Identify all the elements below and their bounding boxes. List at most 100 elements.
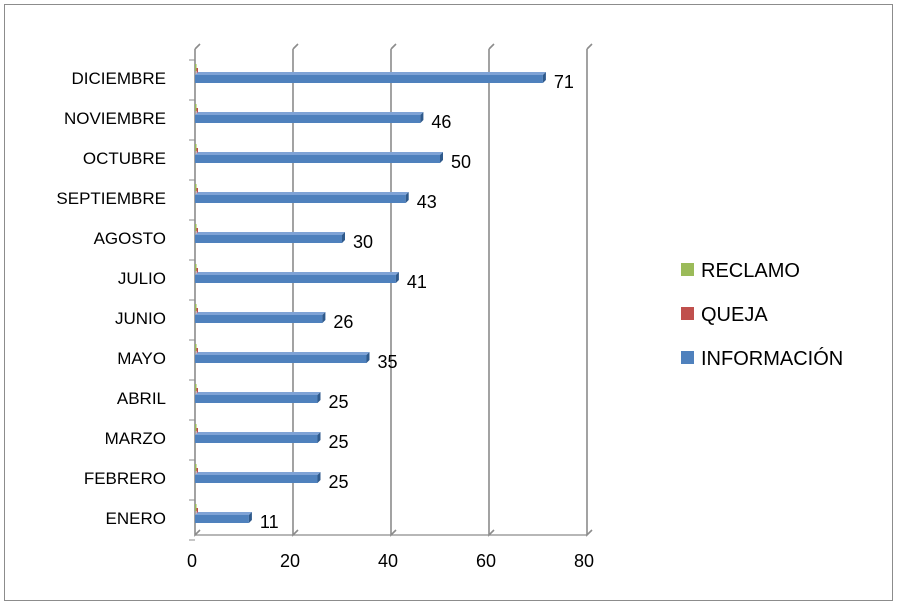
data-label: 35: [378, 352, 398, 372]
bar-queja: [196, 228, 198, 235]
bar-reclamo: [195, 504, 197, 511]
data-label: 30: [353, 232, 373, 252]
legend-swatch: [681, 263, 694, 276]
bar-queja: [196, 268, 198, 275]
category-label: MARZO: [105, 429, 166, 448]
data-label: 11: [260, 512, 279, 532]
category-label: JULIO: [118, 269, 166, 288]
bar-informacion-top: [195, 472, 321, 475]
bar-queja: [196, 468, 198, 475]
bar-reclamo: [195, 464, 197, 471]
bar-reclamo: [195, 384, 197, 391]
category-label: MAYO: [117, 349, 166, 368]
bar-queja: [196, 148, 198, 155]
legend-label: INFORMACIÓN: [701, 347, 843, 370]
category-ticks: [189, 59, 195, 541]
bar-queja: [196, 508, 198, 515]
bar-informacion: [195, 275, 396, 283]
bar-informacion-top: [195, 392, 321, 395]
category-labels: ENERO FEBRERO MARZO ABRIL MAYO JUNIO JULIO AGOS…: [56, 69, 166, 528]
category-label: AGOSTO: [94, 229, 166, 248]
bar-informacion: [195, 115, 421, 123]
bar-informacion-top: [195, 72, 546, 75]
bar-reclamo: [195, 144, 197, 151]
bars: [195, 64, 546, 523]
legend-label: RECLAMO: [701, 260, 800, 282]
bar-informacion-side: [317, 472, 321, 483]
bar-informacion-top: [195, 192, 409, 195]
bar-informacion-top: [195, 432, 321, 435]
bar-queja: [196, 428, 198, 435]
legend-label: QUEJA: [701, 304, 768, 326]
bar-informacion: [195, 75, 543, 83]
bar-informacion: [195, 515, 249, 523]
bar-queja: [196, 348, 198, 355]
bar-informacion-side: [317, 392, 321, 403]
x-tick-label: 20: [280, 551, 300, 571]
bar-informacion: [195, 395, 318, 403]
bar-informacion-side: [322, 312, 326, 323]
bar-informacion: [195, 355, 367, 363]
bar-queja: [196, 188, 198, 195]
bar-informacion: [195, 315, 323, 323]
legend-swatch: [681, 351, 694, 364]
data-label: 46: [431, 112, 451, 132]
bar-informacion: [195, 235, 342, 243]
bar-reclamo: [195, 104, 197, 111]
bar-informacion: [195, 435, 318, 443]
bar-informacion-side: [366, 352, 370, 363]
bar-informacion-side: [440, 152, 443, 163]
data-label: 25: [329, 392, 349, 412]
x-tick-label: 40: [378, 551, 398, 571]
legend-swatch: [681, 307, 694, 320]
bar-informacion-side: [248, 512, 252, 523]
category-label: OCTUBRE: [83, 149, 166, 168]
bar-informacion: [195, 475, 318, 483]
category-label: FEBRERO: [84, 469, 166, 488]
data-label: 25: [329, 432, 349, 452]
bar-informacion-side: [395, 272, 399, 283]
category-label: NOVIEMBRE: [64, 109, 166, 128]
data-label: 43: [417, 192, 437, 212]
bar-informacion-side: [420, 112, 424, 123]
bar-queja: [196, 68, 198, 75]
bar-reclamo: [195, 304, 197, 311]
category-label: ABRIL: [117, 389, 166, 408]
bar-informacion-top: [195, 352, 370, 355]
x-tick-labels: 0 20 40 60 80: [187, 551, 594, 571]
category-label: DICIEMBRE: [72, 69, 166, 88]
bar-informacion-top: [195, 512, 252, 515]
chart-border: [4, 4, 893, 601]
data-label: 25: [329, 472, 349, 492]
bar-informacion-top: [195, 112, 424, 115]
data-label: 41: [407, 272, 427, 292]
bar-queja: [196, 108, 198, 115]
bar-informacion: [195, 195, 406, 203]
bar-informacion-side: [342, 232, 345, 243]
bar-informacion-side: [542, 72, 546, 83]
category-label: ENERO: [106, 509, 166, 528]
bar-reclamo: [195, 264, 197, 271]
bar-queja: [196, 388, 198, 395]
data-label: 71: [554, 72, 574, 92]
bar-informacion-side: [405, 192, 409, 203]
bar-reclamo: [195, 184, 197, 191]
x-tick-label: 80: [574, 551, 594, 571]
bar-informacion-top: [195, 232, 345, 235]
bar-informacion-side: [317, 432, 321, 443]
category-label: JUNIO: [115, 309, 166, 328]
bar-reclamo: [195, 424, 197, 431]
x-tick-label: 0: [187, 551, 197, 571]
bar-informacion-top: [195, 272, 399, 275]
x-tick-label: 60: [476, 551, 496, 571]
bar-informacion-top: [195, 152, 443, 155]
bar-queja: [196, 308, 198, 315]
bar-reclamo: [195, 64, 197, 71]
category-label: SEPTIEMBRE: [56, 189, 166, 208]
data-label: 26: [333, 312, 353, 332]
bar-informacion: [195, 155, 440, 163]
bar-informacion-top: [195, 312, 326, 315]
